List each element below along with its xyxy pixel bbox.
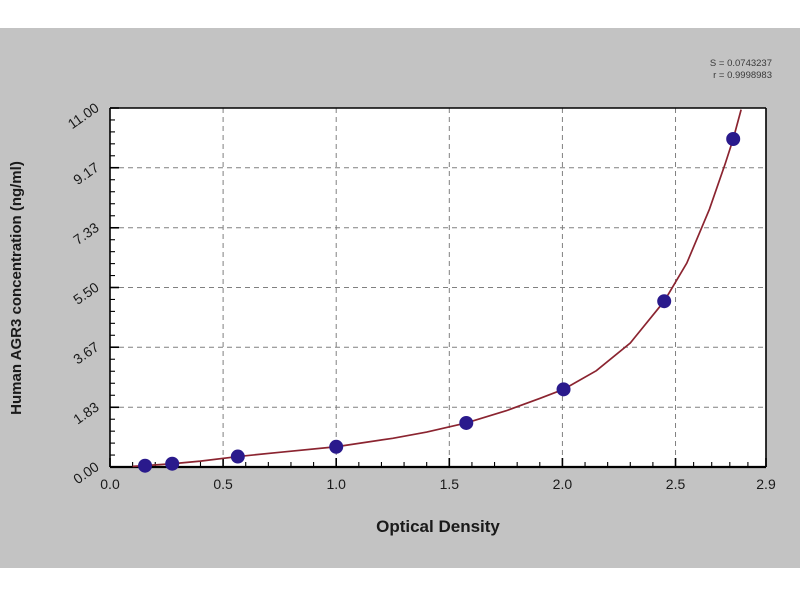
- data-point-marker: [726, 132, 741, 147]
- fit-curve: [132, 109, 742, 468]
- y-tick-label: 5.50: [70, 279, 102, 308]
- x-tick-label: 1.0: [326, 476, 346, 492]
- x-tick-label: 2.0: [553, 476, 573, 492]
- data-points: [138, 132, 741, 473]
- data-point-marker: [459, 415, 474, 430]
- x-axis-title: Optical Density: [376, 517, 500, 536]
- y-axis-tick-labels: 0.00 1.83 3.67 5.50 7.33 9.17 11.00: [65, 99, 102, 487]
- data-point-marker: [657, 294, 672, 309]
- x-axis-tick-labels: 0.0 0.5 1.0 1.5 2.0 2.5 2.9: [100, 476, 776, 492]
- y-tick-label: 0.00: [70, 458, 102, 487]
- data-point-marker: [556, 382, 571, 397]
- correlation-annotation: r = 0.9998983: [713, 70, 772, 81]
- standard-curve-chart: 0.0 0.5 1.0 1.5 2.0 2.5 2.9 0.00 1.83 3.67 5.50 7.…: [8, 58, 776, 536]
- slope-annotation: S = 0.0743237: [710, 58, 772, 69]
- x-tick-label: 1.5: [440, 476, 460, 492]
- y-tick-label: 1.83: [70, 399, 102, 428]
- data-point-marker: [165, 456, 180, 471]
- data-point-marker: [138, 458, 153, 473]
- y-tick-label: 7.33: [70, 219, 102, 248]
- x-tick-label: 2.5: [666, 476, 686, 492]
- data-point-marker: [230, 449, 245, 464]
- x-tick-label: 0.0: [100, 476, 120, 492]
- y-axis-title: Human AGR3 concentration (ng/ml): [8, 161, 25, 415]
- y-tick-label: 11.00: [65, 99, 102, 132]
- y-axis-ticks: [110, 107, 119, 468]
- chart-figure: 0.0 0.5 1.0 1.5 2.0 2.5 2.9 0.00 1.83 3.67 5.50 7.…: [0, 28, 800, 568]
- y-tick-label: 9.17: [70, 159, 102, 188]
- y-tick-label: 3.67: [70, 338, 102, 367]
- data-point-marker: [329, 439, 344, 454]
- x-axis-ticks: [109, 458, 767, 467]
- x-tick-label: 0.5: [213, 476, 233, 492]
- gridlines: [110, 108, 766, 467]
- x-tick-label: 2.9: [756, 476, 776, 492]
